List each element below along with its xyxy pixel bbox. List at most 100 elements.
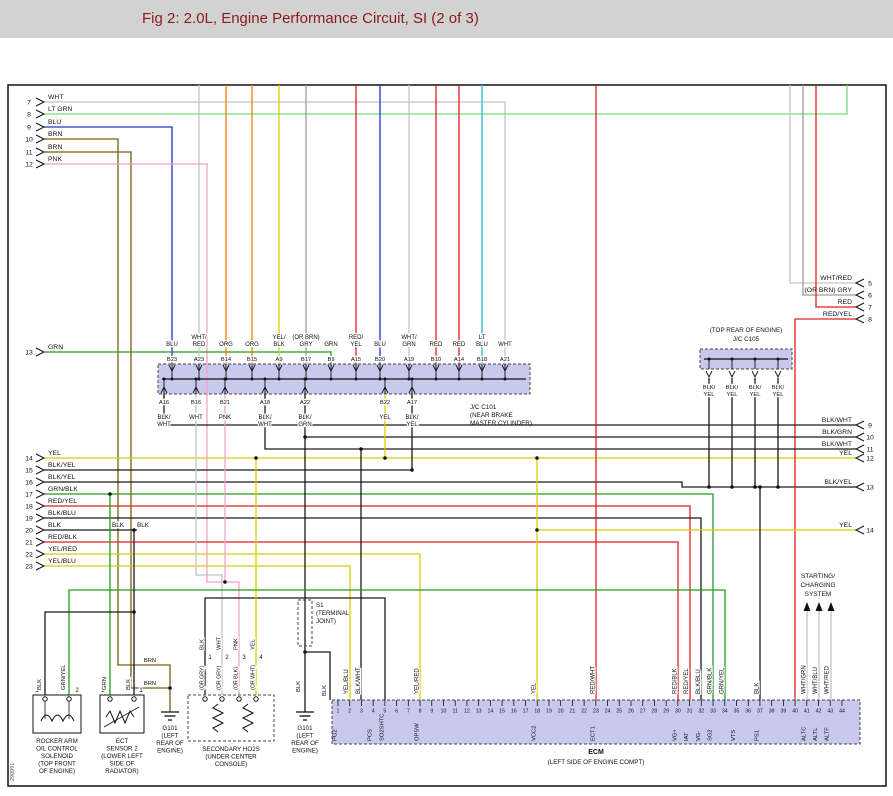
pin-number: 3 — [242, 655, 246, 661]
wire-color-label: BLK — [200, 639, 206, 650]
wire-color-label: PNK — [48, 156, 62, 163]
wire-color-label: BLK/ — [726, 385, 739, 391]
wire-color-label: GRN/YEL — [61, 664, 67, 690]
ecm-pin-number: 17 — [523, 709, 529, 715]
ect-caption: SIDE OF — [110, 761, 135, 768]
junction-dot — [303, 377, 307, 381]
ecm-pin-number: 38 — [769, 709, 775, 715]
wire — [224, 394, 240, 695]
wire-color-label: GRN — [324, 342, 337, 348]
ecm-signal: OPSW — [415, 723, 421, 741]
wire-color-label: LT GRN — [48, 106, 72, 113]
pin-id: B9 — [327, 357, 334, 363]
pin-arrow — [455, 364, 463, 373]
wire — [264, 394, 856, 450]
figure-number: 290991 — [10, 763, 16, 781]
pin-arrow — [405, 364, 413, 373]
pin-arrow — [854, 278, 865, 288]
pin-id: A17 — [407, 400, 417, 406]
junction-dot — [108, 492, 112, 496]
wire-color-label: BLK/ — [298, 415, 311, 421]
wire — [44, 493, 714, 700]
junction-dot — [753, 485, 757, 489]
wire — [44, 126, 173, 364]
pin-arrow — [35, 525, 46, 535]
junction-dot — [303, 650, 307, 654]
pin-number: 16 — [25, 479, 33, 486]
pin-arrow — [301, 385, 309, 394]
ecm-pin-number: 44 — [839, 709, 845, 715]
pin-id: B15 — [247, 357, 257, 363]
pin-number: 6 — [868, 292, 872, 299]
pin-number: 13 — [866, 484, 874, 491]
wire-color-label: WHT/BLU — [813, 667, 819, 694]
wire-color-label: BLK/WHT — [822, 417, 852, 424]
ecm-pin-number: 16 — [511, 709, 517, 715]
ecm-pin-number: 27 — [640, 709, 646, 715]
ecm-signal: ECT1 — [590, 726, 596, 741]
wire-color-label: BRN — [144, 658, 156, 664]
pin-id: B10 — [431, 357, 441, 363]
junction-dot — [168, 686, 172, 690]
wire-color-label: YEL/ — [272, 335, 285, 341]
wire-color-label: GRN — [102, 677, 108, 690]
junction-dot — [132, 528, 136, 532]
wire-color-label: BLK/WHT — [356, 667, 362, 694]
wire-color-label: RED — [193, 342, 206, 348]
pin-id: B16 — [191, 400, 201, 406]
ecm-pin-number: 3 — [360, 709, 363, 715]
pin-number: 11 — [25, 149, 32, 156]
ecm-pin-number: 19 — [546, 709, 552, 715]
wire-color-label: WHT — [217, 636, 223, 650]
wire — [305, 651, 331, 700]
solenoid-box — [32, 694, 82, 734]
wire-color-label: YEL/BLU — [48, 558, 76, 565]
pin-arrow — [327, 364, 335, 373]
wire-color-label: PNK — [234, 638, 240, 650]
wire-color-label: (OR BRN) — [292, 335, 319, 341]
ecm-pin-number: 41 — [804, 709, 810, 715]
pin-arrow — [221, 385, 229, 394]
wire-color-label: YEL — [773, 392, 785, 398]
wire-color-label: GRN/BLK — [48, 486, 78, 493]
ecm-pin-number: 31 — [687, 709, 693, 715]
s1-label: S1 — [316, 602, 324, 609]
wire — [44, 163, 225, 583]
ecm-signal: ALTC — [801, 727, 807, 741]
ecm-pin-number: 36 — [745, 709, 751, 715]
ect-caption: ECT — [116, 738, 129, 745]
solenoid-caption: OIL CONTROL — [36, 746, 78, 753]
jc-c101-caption: (NEAR BRAKE — [470, 412, 513, 419]
ect-caption: SENSOR 2 — [106, 746, 138, 753]
diagram-border — [7, 84, 887, 787]
wire-color-label: RED/BLK — [672, 668, 678, 694]
wire-color-label: BLK — [273, 342, 284, 348]
wire — [163, 394, 856, 426]
pin-number: 12 — [866, 455, 874, 462]
pin-number: 10 — [866, 434, 874, 441]
component-pin — [236, 696, 242, 702]
junction-dot — [354, 377, 358, 381]
wire-color-label: WHT/RED — [825, 665, 831, 694]
junction-dot — [170, 377, 174, 381]
wire-color-label: YEL — [750, 392, 762, 398]
ect-caption: RADIATOR) — [105, 768, 138, 775]
wire-color-label: BLK — [48, 522, 61, 529]
junction-dot — [730, 357, 734, 361]
wire-color-label: BLK — [296, 681, 302, 692]
wire-color-label: YEL/RED — [415, 668, 421, 694]
wire-color-label: RED/YEL — [684, 668, 690, 694]
pin-arrow — [195, 364, 203, 373]
component-pin — [131, 696, 137, 702]
wire-color-variant-label: (OR WHT) — [251, 665, 257, 690]
pin-number: 12 — [25, 161, 33, 168]
pin-number: 4 — [259, 655, 263, 661]
wire-color-label: WHT/GRN — [801, 665, 807, 694]
junction-dot — [758, 485, 762, 489]
ecm-signal: SO2SHTC — [379, 714, 385, 741]
ecm-caption: (LEFT SIDE OF ENGINE COMPT) — [548, 759, 645, 766]
wire-color-label: GRN — [298, 422, 311, 428]
junction-dot — [434, 377, 438, 381]
pin-arrow — [302, 364, 310, 373]
up-arrow-icon — [815, 602, 823, 611]
